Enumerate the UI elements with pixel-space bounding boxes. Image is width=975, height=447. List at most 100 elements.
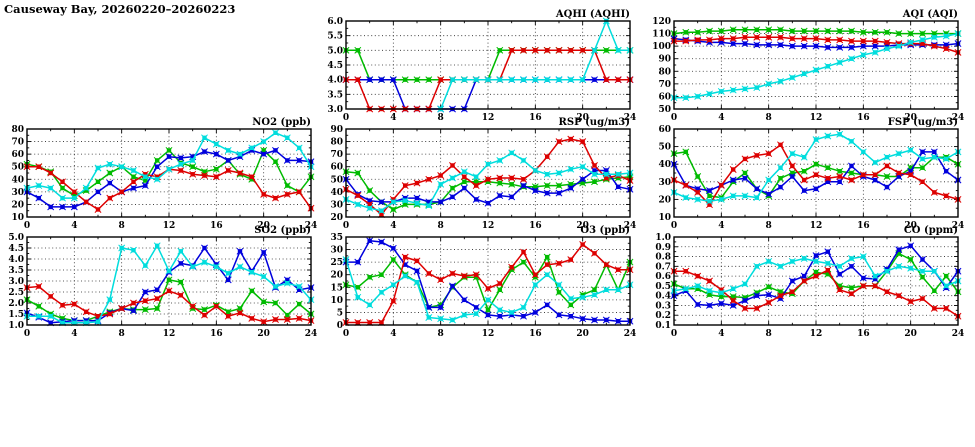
- svg-text:0: 0: [343, 113, 349, 123]
- aqi-chart-title: AQI (AQI): [902, 9, 958, 20]
- so2-chart-title: SO2 (ppb): [254, 225, 311, 236]
- svg-text:20: 20: [330, 271, 343, 281]
- o3-chart-svg: O3 (ppb) 0 5 10 15 20 25 30 35 0 4 8 12 16 20 24: [330, 225, 637, 339]
- aqi-chart: AQI (AQI) 50 60 70 80 90 100 110 120 0 4 8 12 16 20 24: [647, 7, 967, 131]
- svg-text:20: 20: [576, 113, 589, 123]
- svg-text:0.6: 0.6: [655, 272, 671, 282]
- svg-text:30: 30: [658, 178, 671, 188]
- aqi-chart-svg: AQI (AQI) 50 60 70 80 90 100 110 120 0 4 8 12 16 20 24: [652, 9, 964, 123]
- svg-text:110: 110: [652, 30, 671, 40]
- svg-text:5.5: 5.5: [327, 32, 343, 42]
- svg-text:6.0: 6.0: [327, 17, 343, 27]
- svg-text:30: 30: [11, 188, 24, 198]
- svg-text:24: 24: [624, 329, 637, 339]
- svg-text:60: 60: [11, 150, 24, 160]
- svg-text:60: 60: [658, 92, 671, 102]
- svg-text:20: 20: [330, 213, 343, 223]
- rsp-chart-svg: RSP (ug/m3) 20 30 40 50 60 70 80 90 0 4 8 12 16 20 24: [330, 117, 637, 231]
- rsp-chart: RSP (ug/m3) 20 30 40 50 60 70 80 90 0 4 8 12 16 20 24: [319, 115, 639, 239]
- svg-text:35: 35: [330, 233, 343, 243]
- page-title: Causeway Bay, 20260220–20260223: [4, 2, 236, 16]
- svg-text:16: 16: [210, 221, 223, 231]
- svg-text:20: 20: [658, 195, 671, 205]
- svg-text:40: 40: [330, 188, 343, 198]
- svg-text:60: 60: [658, 125, 671, 135]
- svg-text:8: 8: [119, 221, 125, 231]
- svg-text:4: 4: [71, 329, 77, 339]
- svg-text:0.5: 0.5: [655, 282, 671, 292]
- no2-chart: NO2 (ppb) 10 20 30 40 50 60 70 80 0 4 8 12 16 20 24: [0, 115, 320, 239]
- svg-text:80: 80: [11, 125, 24, 135]
- svg-text:4: 4: [718, 329, 724, 339]
- svg-text:90: 90: [330, 125, 343, 135]
- co-chart-svg: CO (ppm) 0.10.20.30.40.50.60.70.80.91.0 0 4…: [655, 225, 964, 339]
- svg-text:100: 100: [652, 42, 671, 52]
- svg-text:0.2: 0.2: [655, 311, 671, 321]
- co-chart: CO (ppm) 0.1 0.2 0.3 0.4 0.5 0.6 0.7 0.8 0.9 1.0 0 4…: [647, 223, 967, 347]
- svg-text:8: 8: [766, 329, 772, 339]
- svg-text:0: 0: [24, 329, 30, 339]
- svg-text:20: 20: [576, 221, 589, 231]
- svg-text:12: 12: [482, 113, 495, 123]
- svg-text:12: 12: [810, 329, 823, 339]
- svg-text:70: 70: [658, 80, 671, 90]
- so2-chart-svg: SO2 (ppb) 1.01.52.02.53.03.54.04.55.0 0 4 8 1…: [8, 225, 318, 339]
- svg-text:60: 60: [330, 163, 343, 173]
- svg-text:0: 0: [343, 329, 349, 339]
- svg-text:10: 10: [330, 296, 343, 306]
- svg-text:24: 24: [624, 113, 637, 123]
- svg-text:0: 0: [24, 221, 30, 231]
- svg-text:3.0: 3.0: [327, 105, 343, 115]
- svg-text:70: 70: [11, 138, 24, 148]
- rsp-chart-title: RSP (ug/m3): [559, 117, 630, 128]
- svg-text:2.5: 2.5: [8, 288, 24, 298]
- svg-text:30: 30: [330, 246, 343, 256]
- svg-text:12: 12: [482, 329, 495, 339]
- so2-chart: SO2 (ppb) 1.0 1.5 2.0 2.5 3.0 3.5 4.0 4.5 5.0 0 4 8 1…: [0, 223, 320, 347]
- svg-text:4.0: 4.0: [327, 76, 343, 86]
- svg-text:0.4: 0.4: [655, 292, 671, 302]
- svg-text:0.7: 0.7: [655, 262, 671, 272]
- svg-text:2.0: 2.0: [8, 299, 24, 309]
- fsp-chart: FSP (ug/m3) 10 20 30 40 50 60 0 4 8 12 16 20 24: [647, 115, 967, 239]
- svg-text:20: 20: [904, 113, 917, 123]
- aqhi-chart: AQHI (AQHI) 3.0 3.5 4.0 4.5 5.0 5.5 6.0 0 4 8 12 16 2…: [319, 7, 639, 131]
- svg-text:4: 4: [71, 221, 77, 231]
- svg-text:4: 4: [390, 221, 396, 231]
- svg-text:24: 24: [624, 221, 637, 231]
- svg-text:12: 12: [810, 113, 823, 123]
- o3-chart-title: O3 (ppb): [580, 225, 630, 236]
- svg-text:5: 5: [337, 308, 343, 318]
- svg-text:16: 16: [210, 329, 223, 339]
- svg-text:3.0: 3.0: [8, 277, 24, 287]
- svg-text:0.3: 0.3: [655, 301, 671, 311]
- svg-text:8: 8: [438, 113, 444, 123]
- svg-text:5.0: 5.0: [8, 233, 24, 243]
- svg-text:4: 4: [718, 221, 724, 231]
- svg-text:24: 24: [305, 329, 318, 339]
- svg-text:1.0: 1.0: [655, 233, 671, 243]
- svg-text:12: 12: [810, 221, 823, 231]
- svg-text:8: 8: [438, 221, 444, 231]
- svg-text:0: 0: [671, 113, 677, 123]
- svg-text:0.1: 0.1: [655, 321, 671, 331]
- no2-chart-svg: NO2 (ppb) 10 20 30 40 50 60 70 80 0 4 8 12 16 20 24: [11, 117, 317, 231]
- svg-text:8: 8: [119, 329, 125, 339]
- svg-text:0.8: 0.8: [655, 253, 671, 263]
- svg-text:0: 0: [337, 321, 343, 331]
- svg-text:50: 50: [330, 175, 343, 185]
- svg-text:4: 4: [390, 329, 396, 339]
- svg-text:8: 8: [766, 113, 772, 123]
- svg-text:30: 30: [330, 200, 343, 210]
- o3-chart: O3 (ppb) 0 5 10 15 20 25 30 35 0 4 8 12 16 20 24: [319, 223, 639, 347]
- svg-text:16: 16: [529, 113, 542, 123]
- svg-text:8: 8: [438, 329, 444, 339]
- svg-text:20: 20: [257, 221, 270, 231]
- svg-text:20: 20: [257, 329, 270, 339]
- aqhi-chart-title: AQHI (AQHI): [555, 9, 630, 20]
- svg-text:70: 70: [330, 150, 343, 160]
- fsp-chart-title: FSP (ug/m3): [888, 117, 958, 128]
- svg-text:16: 16: [529, 221, 542, 231]
- svg-text:0.9: 0.9: [655, 243, 671, 253]
